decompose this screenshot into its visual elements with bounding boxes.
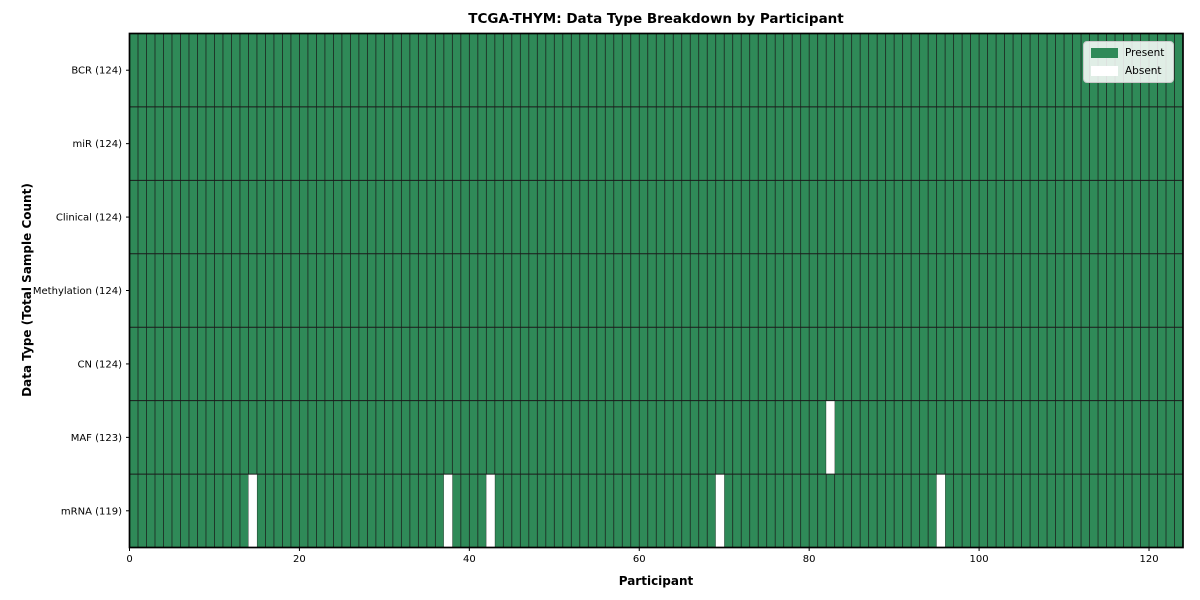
x-tick-label: 0: [126, 554, 132, 565]
x-axis-label: Participant: [618, 574, 694, 588]
y-tick-label: MAF (123): [71, 433, 122, 444]
legend-entry-present: Present: [1091, 47, 1164, 60]
x-tick-label: 60: [633, 554, 646, 565]
legend-entry-absent: Absent: [1091, 65, 1164, 78]
absent-cell: [486, 474, 495, 548]
chart-title: TCGA-THYM: Data Type Breakdown by Partic…: [468, 11, 844, 27]
y-axis-ticks: BCR (124) miR (124) Clinical (124) Methylat…: [33, 66, 130, 517]
row-boundary-lines: [129, 106, 1183, 475]
absent-cell: [443, 474, 453, 548]
legend-label-present: Present: [1125, 47, 1165, 59]
y-tick-label: mRNA (119): [61, 506, 122, 517]
x-tick-label: 100: [970, 554, 989, 565]
y-tick-label: Methylation (124): [33, 286, 122, 297]
x-tick-label: 120: [1139, 554, 1158, 565]
legend-swatch-absent-icon: [1091, 65, 1118, 76]
legend: Present Absent: [1083, 41, 1175, 84]
x-tick-label: 20: [293, 554, 306, 565]
absent-cell: [248, 474, 257, 548]
absent-cell: [826, 400, 835, 475]
legend-swatch-present-icon: [1091, 48, 1118, 59]
y-tick-label: BCR (124): [71, 66, 122, 77]
legend-label-absent: Absent: [1125, 64, 1162, 77]
x-tick-label: 80: [803, 554, 816, 565]
y-tick-label: miR (124): [72, 139, 122, 150]
cell-grid-vertical: [137, 33, 1175, 548]
x-tick-label: 40: [463, 554, 476, 565]
x-axis-ticks: 0 20 40 60 80 100 120: [126, 547, 1159, 565]
absent-cells: [248, 400, 946, 548]
y-tick-label: Clinical (124): [56, 213, 122, 224]
y-tick-label: CN (124): [77, 359, 122, 370]
absent-cell: [936, 474, 946, 548]
absent-cell: [715, 474, 725, 548]
